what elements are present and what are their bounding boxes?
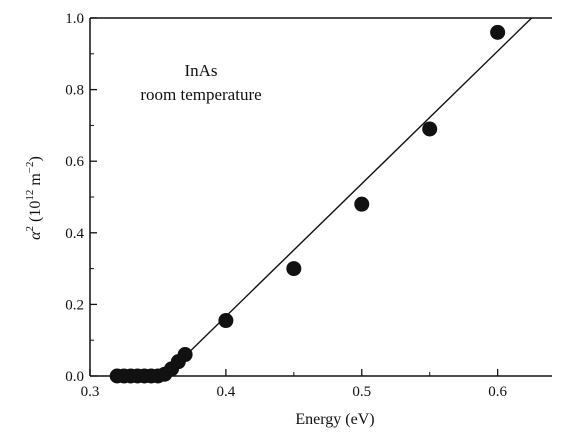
y-axis-ticks: 0.0 0.2 0.4 0.6 0.8 1.0 [65,11,97,385]
x-axis-label: Energy (eV) [295,411,374,428]
y-tick-label: 0.0 [65,369,84,385]
annotation-condition: room temperature [140,85,261,104]
data-point [422,121,438,137]
x-axis-ticks: 0.3 0.4 0.5 0.6 [81,369,508,400]
y-tick-label: 0.4 [65,226,84,242]
svg-text:α2 (1012 m−2): α2 (1012 m−2) [24,156,44,240]
y-tick-label: 0.6 [65,154,84,170]
y-tick-label: 0.8 [65,83,84,99]
data-point [354,196,370,212]
data-point [177,347,193,363]
y-label-symbol: α [27,231,44,240]
y-tick-label: 0.2 [65,297,84,313]
y-label-unit-mid: m [27,173,44,190]
y-label-unit-open: (10 [27,201,44,222]
y-tick-label: 1.0 [65,11,84,27]
data-point [490,24,506,40]
y-label-symbol-sup: 2 [24,226,36,232]
data-point [218,313,234,329]
y-axis-label: α2 (1012 m−2) [24,156,44,240]
x-tick-label: 0.6 [488,384,507,400]
x-tick-label: 0.5 [352,384,371,400]
data-point [286,261,302,277]
data-points [109,24,506,384]
annotation-material: InAs [184,61,217,80]
y-label-unit-close: ) [27,156,44,161]
x-tick-label: 0.3 [81,384,100,400]
y-label-unit-exp2: −2 [24,161,36,173]
plot-frame [89,17,552,377]
x-tick-label: 0.4 [217,384,236,400]
y-label-unit-exp: 12 [24,190,36,201]
